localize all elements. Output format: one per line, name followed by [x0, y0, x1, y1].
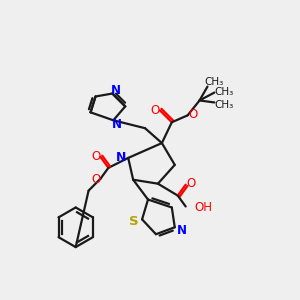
Text: N: N: [111, 84, 121, 97]
Text: O: O: [91, 173, 100, 186]
Text: OH: OH: [195, 201, 213, 214]
Text: N: N: [177, 224, 187, 237]
Text: CH₃: CH₃: [215, 86, 234, 97]
Text: S: S: [129, 215, 139, 228]
Text: CH₃: CH₃: [215, 100, 234, 110]
Text: O: O: [188, 108, 197, 121]
Text: O: O: [91, 150, 100, 164]
Text: N: N: [112, 118, 122, 131]
Text: N: N: [116, 152, 127, 164]
Text: CH₃: CH₃: [205, 76, 224, 87]
Text: O: O: [150, 104, 160, 117]
Text: O: O: [186, 177, 195, 190]
